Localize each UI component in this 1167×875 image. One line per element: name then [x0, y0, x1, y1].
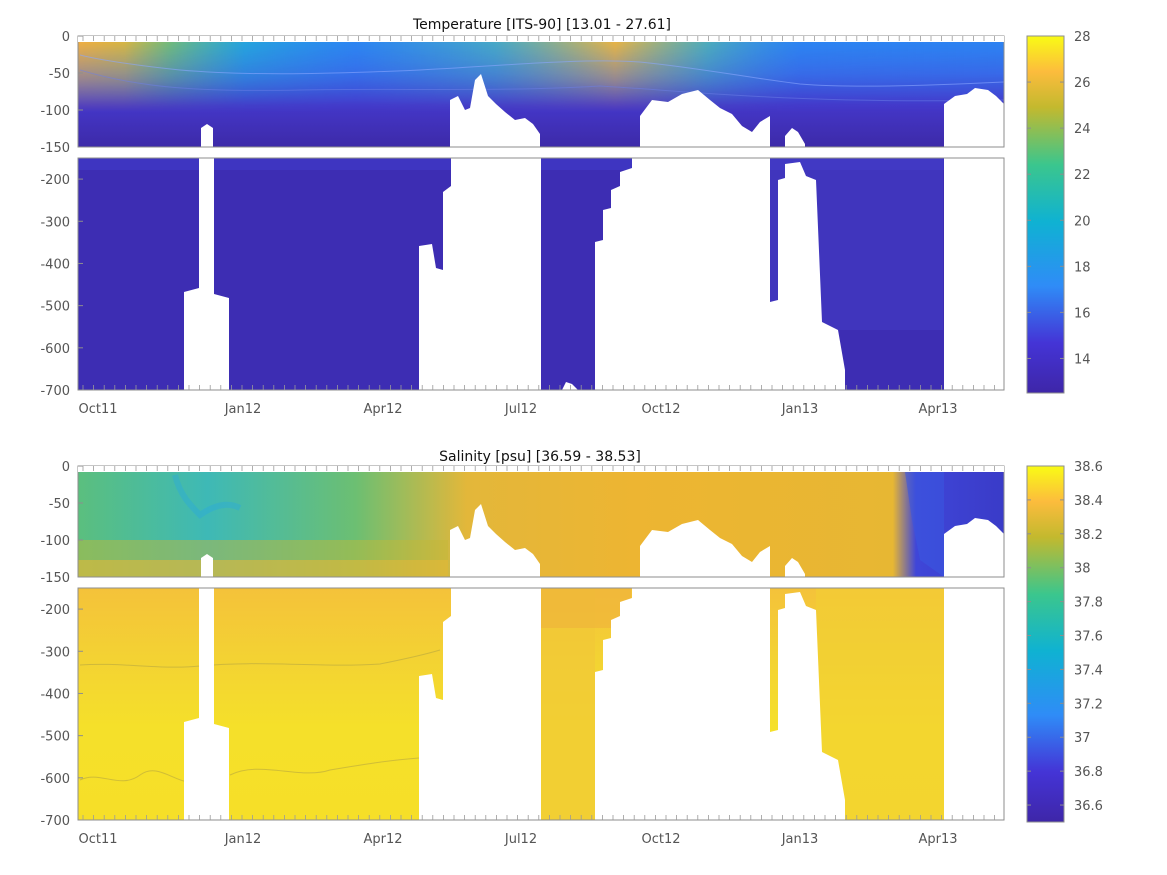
colorbar-tick-label: 24 [1074, 122, 1091, 137]
temperature-title: Temperature [ITS-90] [13.01 - 27.61] [412, 17, 671, 33]
y-tick-label: -400 [40, 687, 70, 702]
colorbar-tick-label: 38.6 [1074, 460, 1103, 475]
colorbar-tick-label: 37.6 [1074, 630, 1103, 645]
salinity-y-ticks-lower: -200 -300 -400 -500 -600 -700 [40, 603, 83, 829]
colorbar-tick-label: 38 [1074, 562, 1091, 577]
y-tick-label: -150 [40, 141, 70, 156]
salinity-x-ticks: Oct11 Jan12 Apr12 Jul12 Oct12 Jan13 Apr13 [78, 466, 995, 847]
temperature-colorbar [1027, 36, 1064, 393]
temperature-y-ticks-upper: 0 -50 -100 -150 [40, 30, 83, 156]
y-tick-label: -100 [40, 534, 70, 549]
x-tick-label: Oct12 [641, 832, 680, 847]
temperature-top-margin [78, 36, 1004, 42]
colorbar-tick-label: 16 [1074, 306, 1091, 321]
colorbar-tick-label: 37.2 [1074, 697, 1103, 712]
x-tick-label: Oct12 [641, 402, 680, 417]
y-tick-label: -500 [40, 300, 70, 315]
temperature-upper-gaps [201, 42, 1012, 147]
salinity-lower-frame [77, 587, 1005, 821]
x-tick-label: Jan13 [781, 832, 819, 847]
salinity-top-margin [78, 466, 1004, 472]
x-tick-label: Oct11 [78, 832, 117, 847]
y-tick-label: -150 [40, 571, 70, 586]
colorbar-tick-label: 37.8 [1074, 596, 1103, 611]
temperature-x-ticks: Oct11 Jan12 Apr12 Jul12 Oct12 Jan13 Apr13 [78, 36, 995, 417]
salinity-lower-gaps [184, 588, 1004, 820]
temperature-lower-field [78, 158, 1004, 390]
x-tick-label: Jan12 [224, 402, 262, 417]
y-tick-label: -300 [40, 215, 70, 230]
colorbar-tick-label: 38.2 [1074, 528, 1103, 543]
salinity-colorbar-ticks: 36.6 36.8 37 37.2 37.4 37.6 37.8 38 38.2 38.4 38.6 [1027, 460, 1103, 814]
salinity-upper-gaps [201, 504, 1004, 577]
y-tick-label: -300 [40, 645, 70, 660]
y-tick-label: -700 [40, 384, 70, 399]
colorbar-tick-label: 36.6 [1074, 799, 1103, 814]
colorbar-tick-label: 20 [1074, 214, 1091, 229]
temperature-lower-frame [77, 157, 1005, 391]
y-tick-label: -700 [40, 814, 70, 829]
colorbar-tick-label: 14 [1074, 352, 1091, 367]
colorbar-tick-label: 37 [1074, 731, 1091, 746]
temperature-upper-field [78, 42, 1012, 147]
x-tick-label: Jul12 [504, 832, 537, 847]
y-tick-label: 0 [62, 30, 70, 45]
x-tick-label: Oct11 [78, 402, 117, 417]
y-tick-label: 0 [62, 460, 70, 475]
colorbar-tick-label: 37.4 [1074, 663, 1103, 678]
colorbar-tick-label: 38.4 [1074, 494, 1103, 509]
x-tick-label: Apr13 [918, 402, 957, 417]
y-tick-label: -50 [49, 67, 70, 82]
y-tick-label: -600 [40, 342, 70, 357]
temperature-colorbar-ticks: 14 16 18 20 22 24 26 28 [1027, 30, 1091, 367]
x-tick-label: Apr13 [918, 832, 957, 847]
colorbar-tick-label: 22 [1074, 168, 1091, 183]
y-tick-label: -200 [40, 173, 70, 188]
salinity-y-ticks-upper: 0 -50 -100 -150 [40, 460, 83, 586]
x-tick-label: Jan12 [224, 832, 262, 847]
x-tick-label: Apr12 [363, 402, 402, 417]
x-tick-label: Jan13 [781, 402, 819, 417]
x-tick-label: Apr12 [363, 832, 402, 847]
salinity-lower-field [78, 588, 1004, 820]
salinity-title: Salinity [psu] [36.59 - 38.53] [439, 449, 641, 465]
salinity-colorbar [1027, 466, 1064, 822]
y-tick-label: -50 [49, 497, 70, 512]
y-tick-label: -100 [40, 104, 70, 119]
temperature-lower-gaps [184, 158, 1004, 390]
y-tick-label: -600 [40, 772, 70, 787]
y-tick-label: -400 [40, 257, 70, 272]
salinity-upper-field [78, 472, 1004, 577]
x-tick-label: Jul12 [504, 402, 537, 417]
colorbar-tick-label: 36.8 [1074, 765, 1103, 780]
colorbar-tick-label: 18 [1074, 260, 1091, 275]
colorbar-tick-label: 28 [1074, 30, 1091, 45]
colorbar-tick-label: 26 [1074, 76, 1091, 91]
y-tick-label: -200 [40, 603, 70, 618]
y-tick-label: -500 [40, 730, 70, 745]
temperature-y-ticks-lower: -200 -300 -400 -500 -600 -700 [40, 173, 83, 399]
